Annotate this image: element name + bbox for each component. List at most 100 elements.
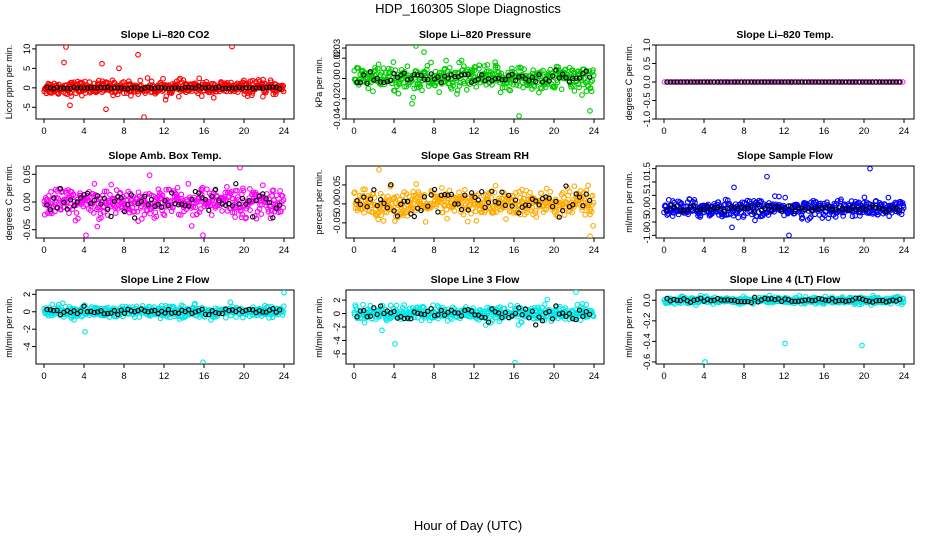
- reference-point: [553, 67, 559, 73]
- reference-point: [189, 85, 195, 91]
- data-point: [437, 199, 444, 206]
- reference-point: [526, 315, 532, 321]
- y-tick-label: -0.05: [22, 219, 33, 241]
- data-point: [136, 193, 143, 200]
- reference-point: [185, 203, 192, 209]
- reference-point: [529, 74, 535, 80]
- reference-point: [148, 196, 155, 203]
- reference-point: [873, 79, 879, 85]
- y-tick-label: -1.0: [642, 227, 653, 243]
- x-tick-label: 24: [279, 126, 290, 137]
- data-point: [355, 65, 362, 71]
- x-tick-label: 4: [391, 126, 396, 137]
- x-tick-label: 4: [701, 126, 706, 137]
- reference-point: [364, 80, 370, 87]
- reference-point: [560, 71, 566, 77]
- data-point: [898, 211, 905, 218]
- reference-point: [226, 307, 232, 314]
- reference-point: [886, 79, 893, 85]
- data-point: [280, 83, 287, 89]
- reference-point: [236, 84, 242, 91]
- reference-point: [54, 84, 60, 91]
- data-point: [571, 87, 578, 94]
- data-point: [464, 218, 471, 225]
- outlier-point: [200, 232, 206, 238]
- data-point: [372, 64, 378, 71]
- data-point: [547, 188, 554, 195]
- data-point: [138, 215, 145, 222]
- data-point: [112, 210, 119, 216]
- reference-point: [583, 68, 589, 74]
- reference-point: [876, 297, 883, 304]
- reference-point: [664, 208, 670, 214]
- data-point: [503, 216, 509, 222]
- reference-point: [250, 214, 256, 220]
- reference-point: [816, 295, 822, 302]
- data-point: [497, 89, 504, 96]
- reference-point: [792, 79, 798, 85]
- data-point: [71, 316, 77, 323]
- data-point: [428, 59, 434, 66]
- outlier-point: [421, 49, 427, 55]
- panel-5: Slope Gas Stream RH0 4 8 12 16 20 24-0.050.000…: [314, 150, 605, 256]
- data-point: [885, 194, 892, 201]
- reference-point: [691, 297, 697, 303]
- reference-point: [873, 204, 879, 211]
- reference-point: [438, 192, 444, 198]
- reference-point: [563, 313, 569, 320]
- data-point: [476, 65, 482, 72]
- x-tick-label: 12: [159, 371, 170, 382]
- reference-point: [394, 74, 401, 81]
- reference-point: [522, 306, 529, 312]
- reference-point: [583, 191, 589, 197]
- reference-point: [731, 79, 738, 85]
- reference-point: [802, 79, 808, 85]
- data-point: [797, 208, 804, 215]
- data-point: [530, 67, 537, 73]
- data-point: [875, 211, 881, 218]
- x-tick-label: 20: [549, 371, 560, 382]
- data-point: [583, 187, 590, 194]
- data-point: [198, 93, 205, 99]
- data-point: [520, 84, 526, 91]
- reference-point: [708, 298, 714, 304]
- y-tick-label: -0.5: [642, 214, 653, 230]
- x-tick-label: 4: [81, 245, 86, 256]
- reference-point: [64, 85, 70, 91]
- reference-point: [94, 85, 101, 91]
- data-point: [279, 312, 286, 318]
- reference-point: [44, 306, 50, 313]
- reference-point: [169, 190, 175, 196]
- reference-point: [687, 79, 694, 85]
- data-point: [243, 214, 250, 221]
- reference-point: [361, 194, 367, 200]
- reference-point: [219, 85, 225, 92]
- reference-point: [421, 311, 428, 318]
- data-point: [589, 192, 596, 199]
- x-tick-label: 8: [121, 245, 126, 256]
- x-tick-label: 16: [199, 126, 210, 137]
- data-point: [585, 182, 591, 189]
- reference-point: [229, 203, 236, 209]
- reference-point: [206, 312, 212, 318]
- data-point: [137, 77, 144, 84]
- reference-point: [448, 307, 455, 313]
- reference-point: [377, 79, 384, 85]
- reference-point: [115, 311, 121, 318]
- data-point: [259, 80, 266, 87]
- reference-point: [250, 86, 256, 92]
- data-point: [381, 81, 388, 88]
- reference-point: [162, 198, 168, 204]
- data-point: [395, 90, 402, 97]
- data-point: [571, 183, 578, 190]
- data-point: [463, 86, 470, 93]
- data-point: [424, 62, 431, 69]
- reference-point: [836, 297, 842, 304]
- reference-point: [108, 213, 114, 220]
- panel-title: Slope Gas Stream RH: [421, 150, 529, 162]
- reference-point: [408, 315, 414, 322]
- reference-point: [475, 197, 482, 203]
- data-point: [668, 205, 674, 212]
- reference-point: [142, 85, 148, 91]
